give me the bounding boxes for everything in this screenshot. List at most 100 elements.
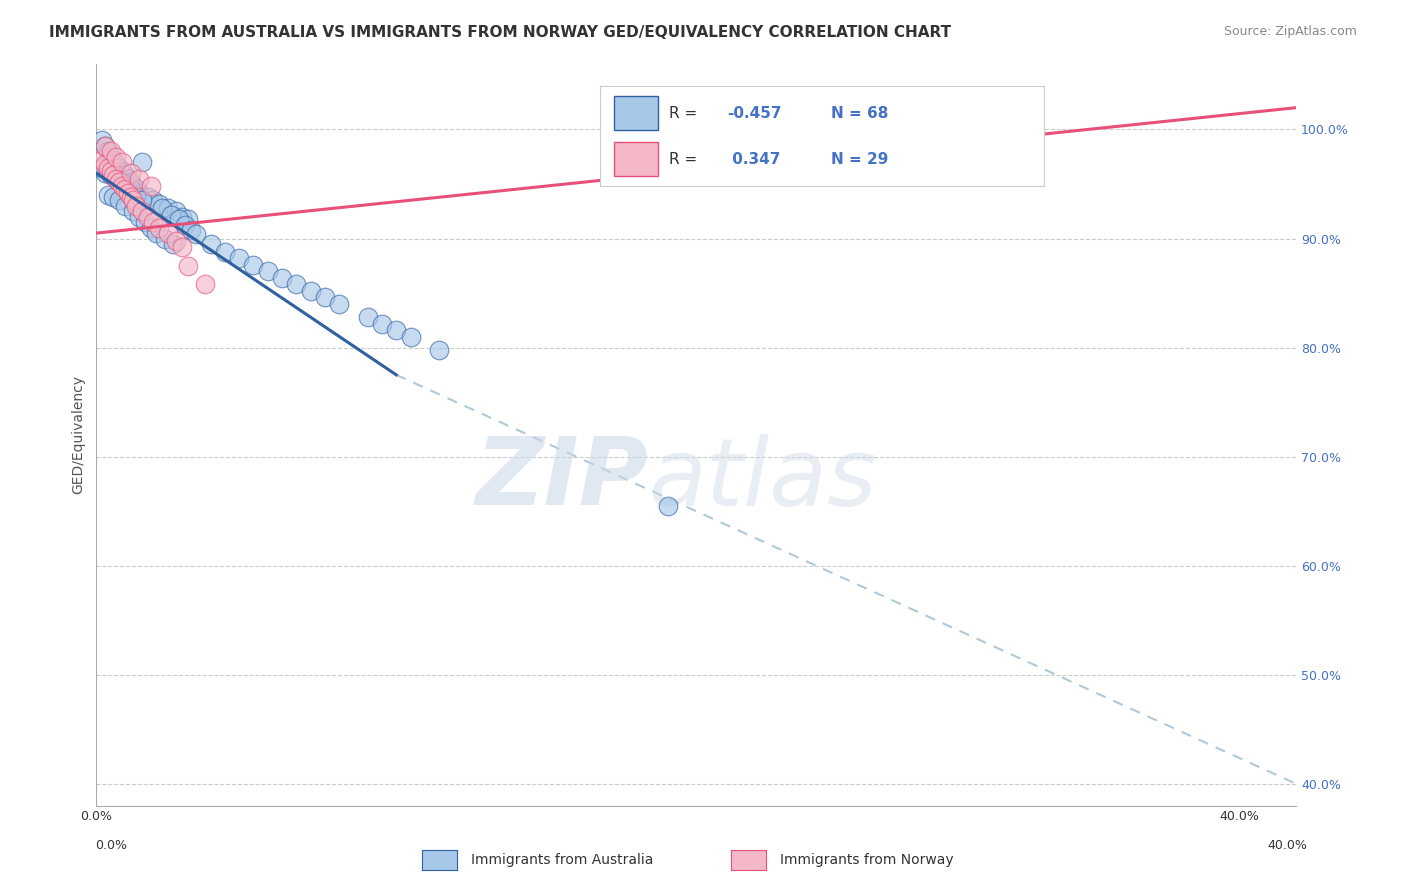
Point [180, 223, 202, 237]
Point [100, 145, 122, 159]
Point [131, 204, 153, 219]
Point [177, 211, 200, 226]
Point [105, 171, 128, 186]
Point [165, 234, 187, 248]
Point [100, 169, 122, 183]
Point [328, 297, 350, 311]
Point [94, 157, 117, 171]
Point [194, 277, 217, 292]
Point [108, 172, 131, 186]
Point [111, 164, 134, 178]
Point [399, 329, 422, 343]
Point [91, 153, 114, 167]
Point [139, 179, 162, 194]
Point [170, 240, 193, 254]
Text: Immigrants from Australia: Immigrants from Australia [471, 853, 654, 867]
Point [228, 251, 250, 265]
Point [174, 219, 197, 233]
Point [122, 194, 145, 208]
Point [100, 164, 122, 178]
Point [285, 277, 308, 292]
Point [120, 175, 142, 189]
Point [108, 161, 131, 175]
Point [97, 188, 120, 202]
Point [214, 244, 236, 259]
Point [111, 177, 134, 191]
Point [136, 190, 159, 204]
Text: 40.0%: 40.0% [1268, 839, 1308, 852]
Point [111, 179, 134, 194]
Point [371, 317, 394, 331]
Point [100, 150, 122, 164]
Point [117, 182, 139, 196]
Point [97, 161, 120, 175]
Point [167, 211, 190, 226]
Point [120, 182, 142, 196]
Point [159, 208, 181, 222]
Point [117, 186, 139, 200]
Text: Source: ZipAtlas.com: Source: ZipAtlas.com [1223, 25, 1357, 38]
Point [128, 186, 150, 200]
Point [120, 166, 142, 180]
Point [91, 133, 114, 147]
Point [128, 171, 150, 186]
Point [111, 155, 134, 169]
Point [385, 323, 408, 337]
Point [94, 139, 117, 153]
Point [134, 215, 156, 229]
Point [177, 259, 200, 273]
Point [131, 155, 153, 169]
Text: atlas: atlas [648, 434, 876, 524]
Text: ZIP: ZIP [475, 434, 648, 525]
Point [145, 226, 167, 240]
Point [94, 139, 117, 153]
Point [156, 226, 179, 240]
Point [125, 182, 148, 196]
Point [105, 171, 128, 186]
Point [94, 166, 117, 180]
Point [153, 231, 176, 245]
Point [314, 290, 336, 304]
Point [125, 188, 148, 202]
Point [128, 210, 150, 224]
Point [357, 310, 380, 324]
Point [142, 215, 165, 229]
Point [148, 220, 170, 235]
Point [91, 161, 114, 175]
Point [122, 204, 145, 219]
Point [186, 227, 208, 242]
Point [200, 237, 222, 252]
Point [271, 270, 294, 285]
Point [427, 343, 450, 357]
Point [114, 199, 136, 213]
Point [114, 177, 136, 191]
Point [170, 210, 193, 224]
Y-axis label: GED/Equivalency: GED/Equivalency [72, 376, 86, 494]
Point [131, 194, 153, 208]
Point [242, 258, 264, 272]
Point [108, 194, 131, 208]
Point [103, 153, 125, 167]
Point [108, 175, 131, 189]
Point [117, 171, 139, 186]
Point [122, 179, 145, 194]
Point [156, 201, 179, 215]
Point [136, 210, 159, 224]
Point [162, 237, 184, 252]
Point [103, 190, 125, 204]
Point [299, 284, 322, 298]
Point [105, 150, 128, 164]
Point [148, 196, 170, 211]
Point [256, 264, 278, 278]
Point [150, 201, 173, 215]
Text: 0.0%: 0.0% [96, 839, 128, 852]
Point [165, 204, 187, 219]
Text: Immigrants from Norway: Immigrants from Norway [780, 853, 953, 867]
Point [657, 499, 679, 513]
Point [114, 169, 136, 183]
Point [139, 220, 162, 235]
Point [125, 199, 148, 213]
Point [97, 145, 120, 159]
Point [103, 169, 125, 183]
Text: IMMIGRANTS FROM AUSTRALIA VS IMMIGRANTS FROM NORWAY GED/EQUIVALENCY CORRELATION : IMMIGRANTS FROM AUSTRALIA VS IMMIGRANTS … [49, 25, 952, 40]
